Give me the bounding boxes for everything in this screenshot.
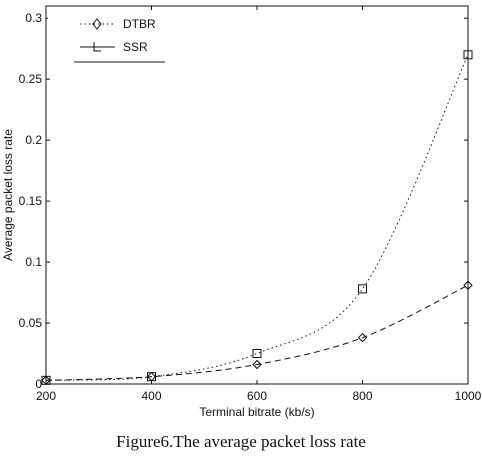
- plot-frame: [45, 5, 469, 385]
- legend-marker-dtbr: [92, 18, 102, 30]
- y-axis-label: Average packet loss rate: [1, 129, 15, 261]
- legend: DTBR SSR: [48, 10, 166, 63]
- x-tick-label: 1000: [455, 389, 482, 403]
- y-tick-label: 0.15: [19, 194, 43, 208]
- legend-label-dtbr: DTBR: [123, 17, 156, 31]
- y-axis-ticks: 0 0.05 0.1 0.15 0.2 0.25 0.3: [19, 11, 468, 391]
- data-point-ssr: [463, 280, 473, 290]
- x-axis-ticks: 200 400 600 800 1000: [36, 6, 482, 403]
- legend-label-ssr: SSR: [123, 40, 148, 54]
- x-tick-label: 400: [141, 389, 161, 403]
- series-lines: [45, 54, 469, 381]
- series-markers: [41, 50, 473, 386]
- plot-border: [45, 5, 469, 385]
- data-point-ssr: [41, 375, 51, 386]
- y-tick-label: 0.1: [25, 255, 42, 269]
- x-axis-label: Terminal bitrate (kb/s): [199, 405, 314, 419]
- series-line-ssr: [45, 284, 469, 381]
- series-line-dtbr: [45, 54, 469, 381]
- y-tick-label: 0.25: [19, 72, 43, 86]
- data-point-dtbr: [252, 349, 262, 359]
- x-tick-label: 200: [36, 389, 56, 403]
- legend-box: [48, 10, 166, 62]
- data-point-ssr: [252, 359, 262, 370]
- data-point-ssr: [357, 332, 368, 343]
- data-point-dtbr: [463, 50, 473, 60]
- y-tick-label: 0: [35, 377, 42, 391]
- chart: 200 400 600 800 1000 00.050.10.150.20.250.3 …: [1, 5, 482, 419]
- y-tick-label: 0.05: [19, 316, 43, 330]
- figure-caption: Figure6.The average packet loss rate: [116, 432, 366, 451]
- data-point-dtbr: [358, 284, 367, 294]
- x-tick-label: 800: [352, 389, 372, 403]
- legend-marker-ssr: [93, 42, 101, 52]
- y-tick-label: 0.2: [25, 133, 42, 147]
- x-tick-label: 600: [247, 389, 267, 403]
- y-tick-label: 0.3: [25, 11, 42, 25]
- data-point-ssr: [146, 371, 157, 382]
